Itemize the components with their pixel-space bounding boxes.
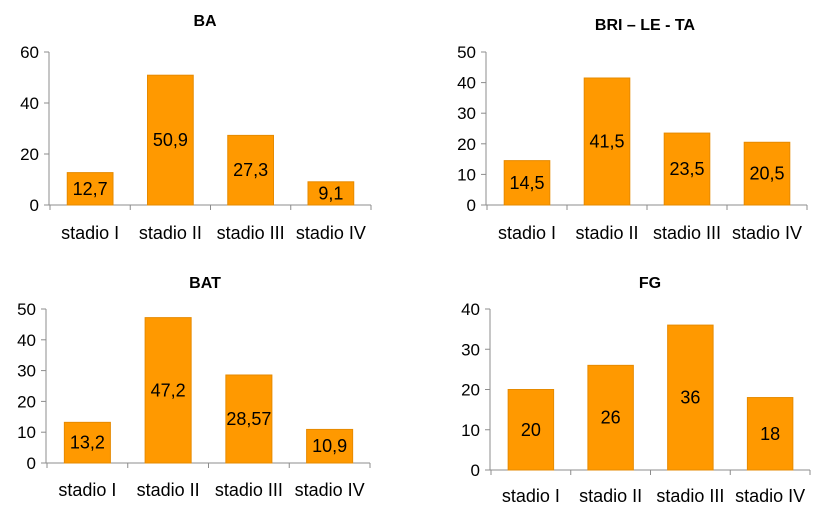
chart-1-category-label: stadio II xyxy=(139,223,202,243)
chart-1-y-tick-label: 60 xyxy=(20,43,39,62)
chart-4-bar xyxy=(667,324,714,471)
chart-2-data-label: 14,5 xyxy=(509,173,544,193)
chart-1-title: BA xyxy=(193,13,217,30)
chart-3-data-label: 10,9 xyxy=(312,436,347,456)
chart-1-category-label: stadio III xyxy=(217,223,285,243)
chart-4-y-tick-label: 20 xyxy=(461,381,480,400)
chart-3-y-tick-label: 30 xyxy=(17,362,36,381)
chart-3-bar xyxy=(144,317,192,464)
chart-1-bar xyxy=(307,181,355,206)
chart-4-data-label: 20 xyxy=(521,420,541,440)
chart-3-y-tick-label: 10 xyxy=(17,423,36,442)
chart-3-data-label: 13,2 xyxy=(70,433,105,453)
chart-2-category-label: stadio II xyxy=(575,223,638,243)
chart-4-data-label: 36 xyxy=(680,388,700,408)
chart-2-bar xyxy=(663,132,711,206)
chart-4-title: FG xyxy=(639,275,661,292)
chart-4-category-label: stadio IV xyxy=(735,486,805,506)
chart-1-category-label: stadio IV xyxy=(296,223,366,243)
chart-3-category-label: stadio I xyxy=(58,480,116,500)
chart-3-y-tick-label: 50 xyxy=(17,300,36,319)
chart-1-data-label: 9,1 xyxy=(318,183,343,203)
chart-1-category-label: stadio I xyxy=(61,223,119,243)
chart-3-y-tick-label: 20 xyxy=(17,392,36,411)
chart-1-bar xyxy=(147,74,194,206)
chart-4-y-tick-label: 40 xyxy=(461,300,480,319)
chart-3-y-tick-label: 40 xyxy=(17,331,36,350)
chart-2-y-tick-label: 30 xyxy=(457,104,476,123)
chart-1-bar xyxy=(66,172,114,206)
chart-3-bar xyxy=(306,428,354,464)
chart-3-bar xyxy=(225,374,273,464)
chart-2-category-label: stadio I xyxy=(498,223,556,243)
chart-3-category-label: stadio II xyxy=(137,480,200,500)
chart-2-category-label: stadio III xyxy=(653,223,721,243)
chart-4-data-label: 18 xyxy=(760,424,780,444)
chart-4-y-tick-label: 10 xyxy=(461,421,480,440)
chart-2-data-label: 23,5 xyxy=(669,159,704,179)
chart-2-y-tick-label: 40 xyxy=(457,74,476,93)
chart-4-category-label: stadio II xyxy=(579,486,642,506)
chart-3-category-label: stadio III xyxy=(215,480,283,500)
chart-4-bar xyxy=(746,397,794,471)
chart-1-y-tick-label: 40 xyxy=(20,94,39,113)
chart-3-category-label: stadio IV xyxy=(295,480,365,500)
chart-2-bar xyxy=(743,141,791,206)
chart-4-bar xyxy=(587,364,634,471)
chart-2-category-label: stadio IV xyxy=(732,223,802,243)
chart-4-y-tick-label: 0 xyxy=(471,461,480,480)
chart-4-data-label: 26 xyxy=(601,408,621,428)
chart-2-bar xyxy=(503,160,551,206)
chart-1-data-label: 50,9 xyxy=(153,130,188,150)
chart-2-data-label: 41,5 xyxy=(589,132,624,152)
chart-3-bar xyxy=(63,421,111,464)
chart-2-y-tick-label: 0 xyxy=(467,196,476,215)
chart-4-category-label: stadio I xyxy=(502,486,560,506)
chart-3-data-label: 47,2 xyxy=(151,380,186,400)
chart-1-y-tick-label: 0 xyxy=(30,196,39,215)
chart-4-bar xyxy=(507,389,555,471)
chart-4-y-tick-label: 30 xyxy=(461,340,480,359)
chart-1-bar xyxy=(227,134,274,206)
chart-1-y-tick-label: 20 xyxy=(20,145,39,164)
chart-1-data-label: 27,3 xyxy=(233,160,268,180)
chart-3-title: BAT xyxy=(189,275,221,292)
chart-2-bar xyxy=(583,77,631,206)
chart-4-category-label: stadio III xyxy=(656,486,724,506)
chart-3-data-label: 28,57 xyxy=(226,409,271,429)
chart-2-y-tick-label: 50 xyxy=(457,43,476,62)
chart-2-data-label: 20,5 xyxy=(749,164,784,184)
chart-2-y-tick-label: 10 xyxy=(457,165,476,184)
chart-2-title: BRI – LE - TA xyxy=(595,17,696,34)
chart-1-data-label: 12,7 xyxy=(73,179,108,199)
chart-3-y-tick-label: 0 xyxy=(27,454,36,473)
chart-2-y-tick-label: 20 xyxy=(457,135,476,154)
